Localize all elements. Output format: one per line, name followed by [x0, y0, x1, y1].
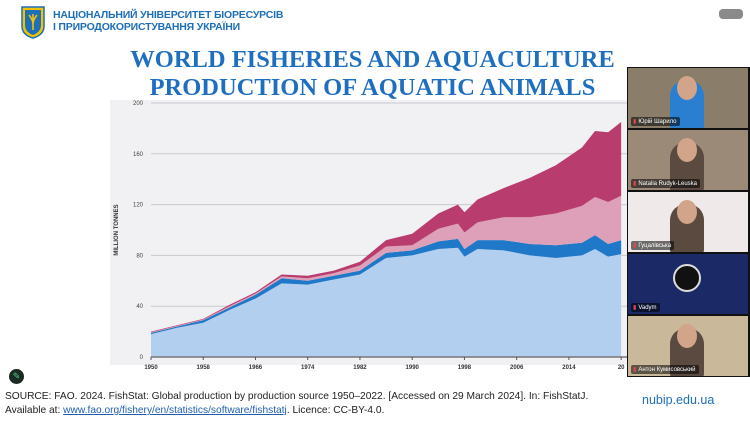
university-name: НАЦІОНАЛЬНИЙ УНІВЕРСИТЕТ БІОРЕСУРСІВ І П…	[53, 9, 283, 33]
participant-name: ▮ Natalia Rudyk-Leuska	[631, 179, 701, 188]
participant-name-text: Антон Кумисовський	[638, 367, 696, 373]
x-tick-label: 1958	[197, 365, 211, 371]
mic-muted-icon: ▮	[633, 367, 637, 373]
participant-name: ▮ Гуцалівська	[631, 241, 675, 250]
participant-name-text: Юрій Шарило	[638, 119, 677, 125]
participant-face	[677, 76, 697, 100]
x-tick-label: 20	[618, 365, 625, 371]
y-tick-label: 80	[136, 253, 143, 259]
x-tick-label: 1998	[458, 365, 472, 371]
participant-video-tile[interactable]: ▮ Natalia Rudyk-Leuska	[628, 130, 748, 190]
licence-text: . Licence: CC-BY-4.0.	[286, 405, 385, 416]
participant-video-tile[interactable]: ▮ Антон Кумисовський	[628, 316, 748, 376]
participant-face	[677, 324, 697, 348]
x-tick-label: 1990	[406, 365, 420, 371]
y-tick-label: 40	[136, 304, 143, 310]
y-tick-label: 0	[140, 355, 144, 361]
participant-name-text: Natalia Rudyk-Leuska	[638, 181, 698, 187]
area-series-3	[151, 195, 622, 333]
y-tick-label: 160	[133, 152, 144, 158]
participant-video-tile[interactable]: ▮ Гуцалівська	[628, 192, 748, 252]
exit-button[interactable]	[719, 9, 743, 19]
x-tick-label: 1950	[144, 365, 158, 371]
video-participants-panel: ▮ Юрій Шарило ▮ Natalia Rudyk-Leuska ▮ Гуцалі…	[627, 67, 750, 377]
area-series-1	[151, 247, 622, 357]
mic-muted-icon: ▮	[633, 181, 637, 187]
x-tick-label: 1966	[249, 365, 263, 371]
y-axis-label: MILLION TONNES	[114, 204, 120, 255]
fishstatj-link[interactable]: www.fao.org/fishery/en/statistics/softwa…	[63, 405, 287, 416]
participant-video-tile[interactable]: ▮ Юрій Шарило	[628, 68, 748, 128]
x-tick-label: 2014	[562, 365, 576, 371]
slide-title-line2: PRODUCTION OF AQUATIC ANIMALS	[149, 74, 596, 101]
source-text: SOURCE: FAO. 2024. FishStat: Global prod…	[5, 391, 589, 416]
participant-video-tile[interactable]: ▮ Vadym	[628, 254, 748, 314]
participant-face	[677, 138, 697, 162]
x-tick-label: 1974	[301, 365, 315, 371]
x-tick-label: 2006	[510, 365, 524, 371]
obs-logo-icon	[673, 264, 701, 292]
area-series-2	[151, 235, 622, 335]
y-tick-label: 200	[133, 101, 144, 107]
participant-name-text: Vadym	[638, 305, 657, 311]
slide-title-line1: WORLD FISHERIES AND AQUACULTURE	[130, 46, 615, 73]
source-citation: SOURCE: FAO. 2024. FishStat: Global prod…	[5, 390, 615, 418]
participant-name: ▮ Vadym	[631, 303, 660, 312]
y-tick-label: 120	[133, 203, 144, 209]
university-name-line1: НАЦІОНАЛЬНИЙ УНІВЕРСИТЕТ БІОРЕСУРСІВ	[53, 9, 284, 21]
pen-tool-icon[interactable]: ✎	[9, 369, 24, 384]
university-logo	[21, 6, 45, 39]
mic-muted-icon: ▮	[633, 119, 637, 125]
site-url: nubip.edu.ua	[642, 393, 715, 407]
participant-name: ▮ Юрій Шарило	[631, 117, 680, 126]
participant-name-text: Гуцалівська	[638, 243, 672, 249]
university-name-line2: І ПРИРОДОКОРИСТУВАННЯ УКРАЇНИ	[53, 21, 240, 33]
mic-muted-icon: ▮	[633, 305, 637, 311]
participant-name: ▮ Антон Кумисовський	[631, 365, 699, 374]
x-tick-label: 1982	[353, 365, 367, 371]
mic-muted-icon: ▮	[633, 243, 637, 249]
slide-title: WORLD FISHERIES AND AQUACULTURE PRODUCTI…	[100, 46, 645, 102]
participant-face	[677, 200, 697, 224]
